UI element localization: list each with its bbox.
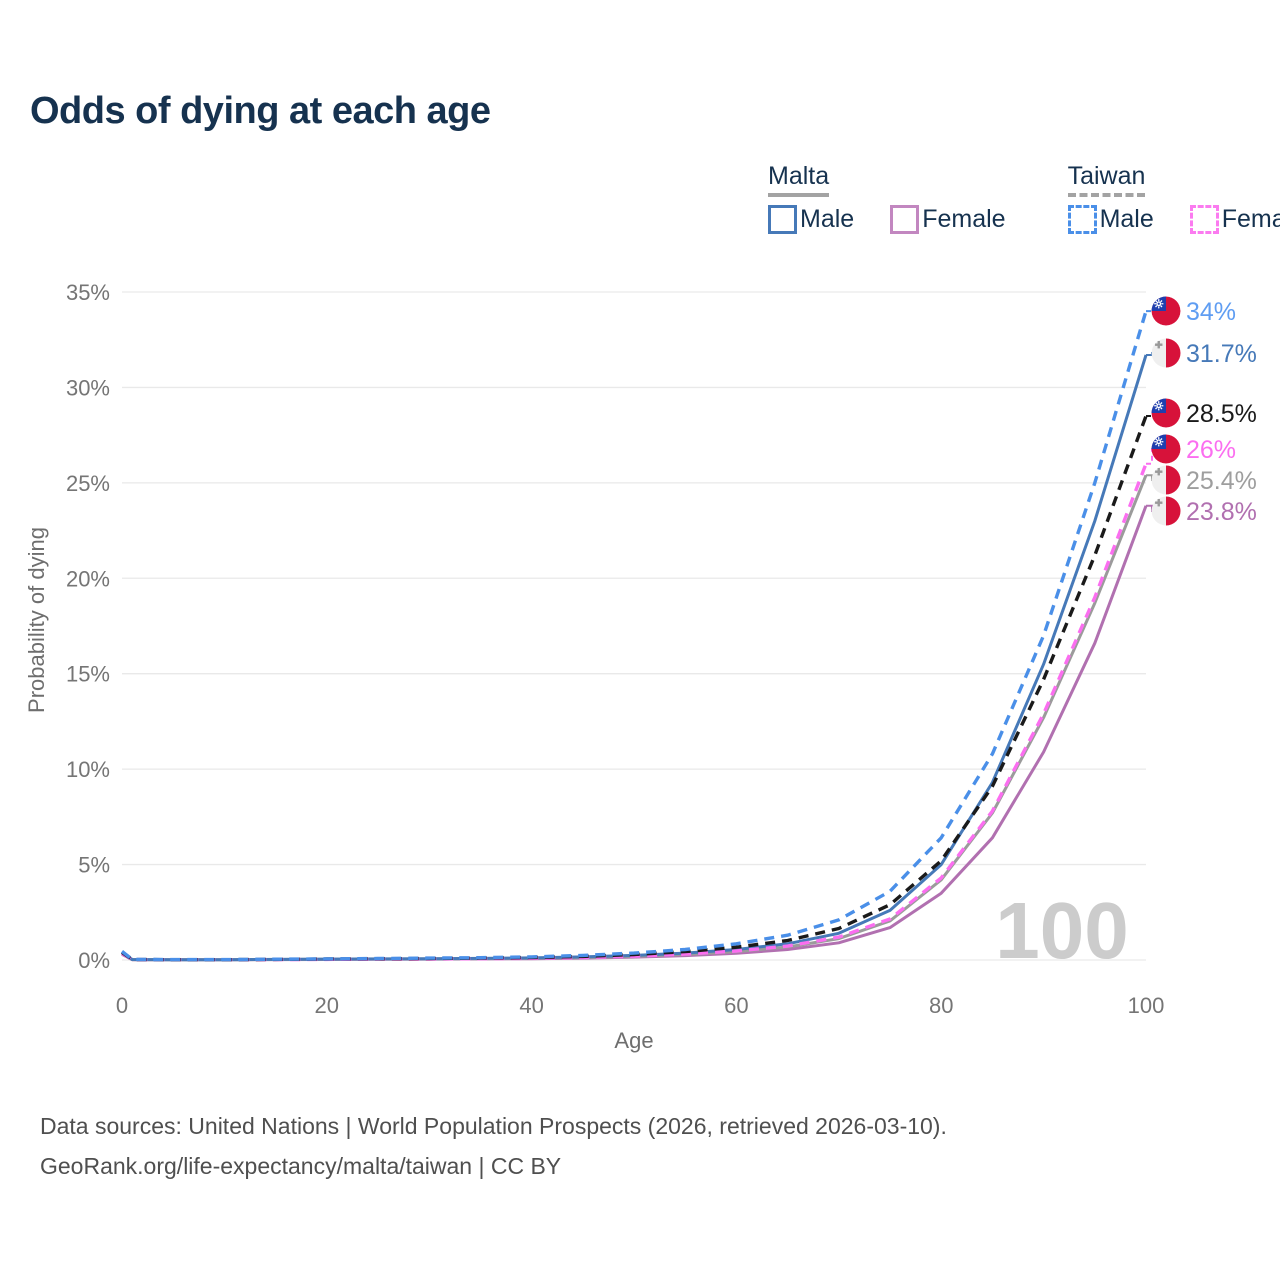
data-sources-footer: Data sources: United Nations | World Pop… xyxy=(40,1106,947,1186)
malta-flag-icon xyxy=(1151,338,1181,368)
taiwan-flag-icon xyxy=(1151,296,1181,326)
end-value-label-taiwan-female: 26% xyxy=(1186,436,1236,464)
series-line-taiwan-both xyxy=(121,415,1148,962)
legend-group-taiwan: Taiwan Male Female xyxy=(1067,162,1280,234)
legend-item-malta-female[interactable]: Female xyxy=(890,205,1006,234)
legend-row-malta: Male Female xyxy=(768,205,1006,234)
taiwan-female-checkbox-icon[interactable] xyxy=(1189,205,1219,234)
y-tick-label: 35% xyxy=(66,280,110,305)
series-line-malta-both xyxy=(121,474,1148,962)
y-tick-label: 15% xyxy=(66,662,110,687)
end-value-label-malta-female: 23.8% xyxy=(1186,498,1257,526)
taiwan-flag-icon xyxy=(1151,398,1181,428)
legend: Malta Male Female Taiwan Male xyxy=(768,162,1280,234)
end-value-label-taiwan-male: 34% xyxy=(1186,298,1236,326)
x-tick-label: 60 xyxy=(724,993,748,1018)
series-line-taiwan-male xyxy=(120,310,1148,962)
footer-line-sources: Data sources: United Nations | World Pop… xyxy=(40,1113,947,1139)
legend-label-taiwan-female: Female xyxy=(1221,205,1280,233)
y-tick-label: 0% xyxy=(78,948,110,973)
end-value-label-malta-both: 25.4% xyxy=(1186,467,1257,495)
page-title: Odds of dying at each age xyxy=(30,90,491,132)
end-label-connector xyxy=(1146,448,1157,465)
y-tick-label: 30% xyxy=(66,375,110,400)
malta-flag-icon xyxy=(1151,496,1181,526)
malta-flag-icon xyxy=(1151,465,1181,495)
legend-label-malta-female: Female xyxy=(922,205,1006,233)
end-value-label-taiwan-both: 28.5% xyxy=(1186,400,1257,428)
x-tick-label: 40 xyxy=(519,993,543,1018)
y-tick-label: 25% xyxy=(66,471,110,496)
y-tick-label: 5% xyxy=(78,853,110,878)
legend-header-taiwan[interactable]: Taiwan xyxy=(1067,162,1146,197)
series-line-malta-male xyxy=(121,354,1148,962)
series-line-malta-female xyxy=(121,505,1148,962)
legend-label-taiwan-male: Male xyxy=(1099,205,1154,233)
x-tick-label: 100 xyxy=(1128,993,1165,1018)
y-tick-label: 10% xyxy=(66,757,110,782)
y-tick-label: 20% xyxy=(66,566,110,591)
legend-header-malta[interactable]: Malta xyxy=(768,162,830,197)
legend-label-malta-male: Male xyxy=(800,205,855,233)
watermark-age: 100 xyxy=(995,886,1128,975)
series-line-taiwan-female xyxy=(121,463,1148,962)
x-tick-label: 80 xyxy=(929,993,953,1018)
x-tick-label: 0 xyxy=(116,993,128,1018)
malta-male-checkbox-icon[interactable] xyxy=(768,205,797,234)
legend-item-taiwan-female[interactable]: Female xyxy=(1189,205,1280,234)
footer-line-attribution: GeoRank.org/life-expectancy/malta/taiwan… xyxy=(40,1153,562,1179)
x-axis-title: Age xyxy=(614,1028,653,1053)
legend-item-malta-male[interactable]: Male xyxy=(768,205,854,234)
x-tick-label: 20 xyxy=(315,993,339,1018)
legend-row-taiwan: Male Female xyxy=(1067,205,1280,234)
malta-female-checkbox-icon[interactable] xyxy=(890,205,920,234)
taiwan-male-checkbox-icon[interactable] xyxy=(1067,205,1097,234)
y-axis-title: Probability of dying xyxy=(24,527,49,713)
taiwan-flag-icon xyxy=(1151,434,1181,464)
legend-group-malta: Malta Male Female xyxy=(768,162,1006,234)
end-value-label-malta-male: 31.7% xyxy=(1186,340,1257,368)
legend-item-taiwan-male[interactable]: Male xyxy=(1067,205,1154,234)
